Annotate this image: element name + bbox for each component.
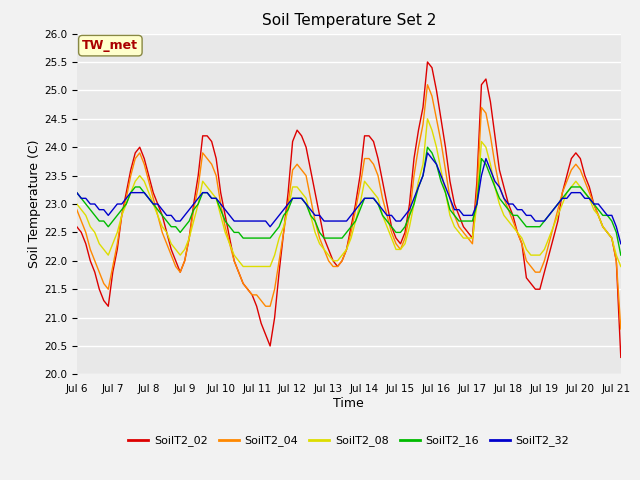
X-axis label: Time: Time — [333, 397, 364, 410]
Text: TW_met: TW_met — [83, 39, 138, 52]
Title: Soil Temperature Set 2: Soil Temperature Set 2 — [262, 13, 436, 28]
Y-axis label: Soil Temperature (C): Soil Temperature (C) — [28, 140, 41, 268]
Legend: SoilT2_02, SoilT2_04, SoilT2_08, SoilT2_16, SoilT2_32: SoilT2_02, SoilT2_04, SoilT2_08, SoilT2_… — [124, 431, 573, 451]
